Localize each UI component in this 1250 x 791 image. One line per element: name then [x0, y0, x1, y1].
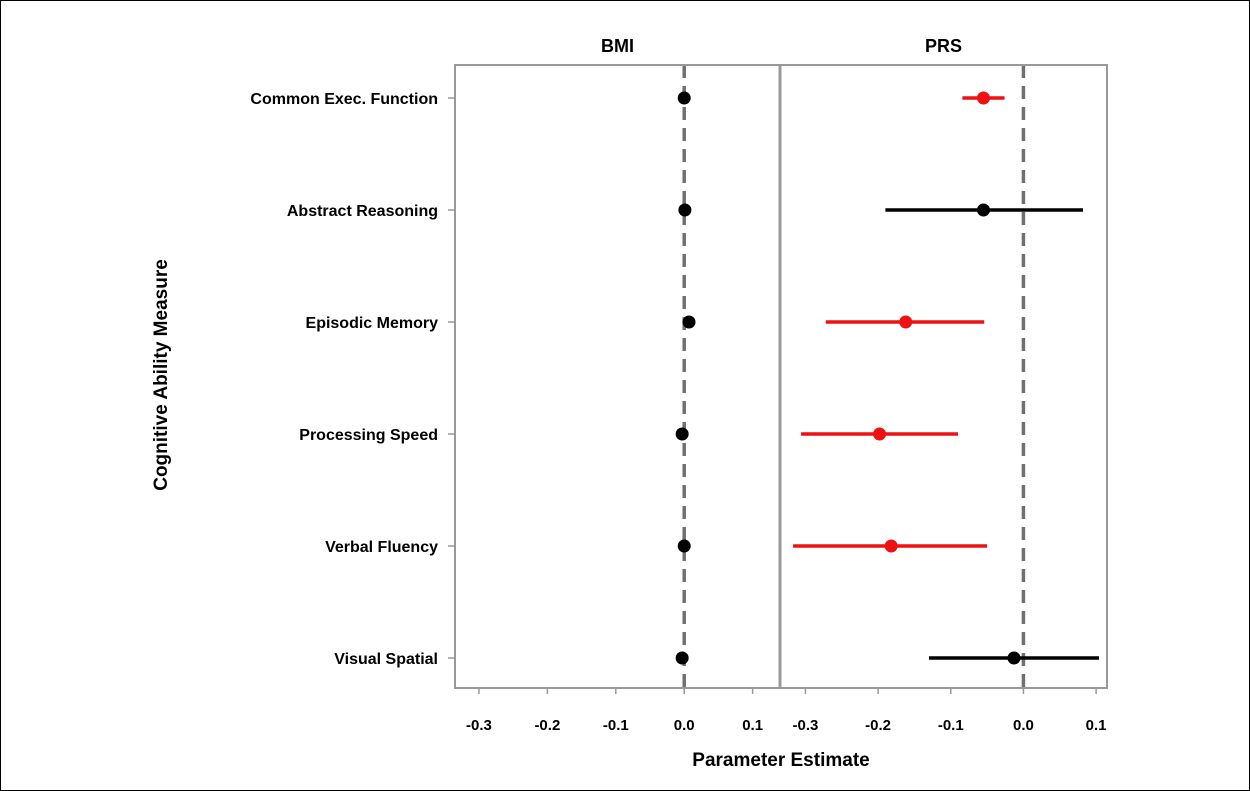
y-category-label: Episodic Memory	[306, 315, 439, 332]
point-estimate	[884, 539, 898, 553]
point-estimate	[976, 203, 990, 217]
y-axis-title: Cognitive Ability Measure	[151, 259, 172, 491]
panel-title-bmi: BMI	[601, 36, 634, 56]
x-axis-title: Parameter Estimate	[692, 750, 869, 771]
x-tick-label: -0.3	[466, 717, 492, 734]
point-estimate	[873, 427, 887, 441]
point-estimate	[677, 91, 691, 105]
x-tick-label: -0.2	[865, 717, 891, 734]
point-estimate	[675, 427, 689, 441]
point-estimate	[675, 651, 689, 665]
x-tick-label: -0.3	[793, 717, 819, 734]
point-estimate	[976, 91, 990, 105]
point-estimate	[1007, 651, 1021, 665]
panel-title-prs: PRS	[925, 36, 962, 56]
y-category-label: Common Exec. Function	[250, 91, 438, 108]
point-estimate	[678, 203, 692, 217]
x-tick-label: -0.1	[938, 717, 964, 734]
x-tick-label: 0.1	[1086, 717, 1107, 734]
y-category-label: Abstract Reasoning	[287, 203, 438, 220]
y-category-label: Processing Speed	[299, 427, 438, 444]
point-estimate	[899, 315, 913, 329]
x-tick-label: 0.1	[742, 717, 763, 734]
x-tick-label: -0.1	[603, 717, 629, 734]
x-tick-label: 0.0	[674, 717, 695, 734]
x-tick-label: -0.2	[534, 717, 560, 734]
x-tick-label: 0.0	[1013, 717, 1034, 734]
point-estimate	[682, 315, 696, 329]
y-category-label: Visual Spatial	[334, 651, 438, 668]
y-category-label: Verbal Fluency	[325, 539, 438, 556]
point-estimate	[677, 539, 691, 553]
